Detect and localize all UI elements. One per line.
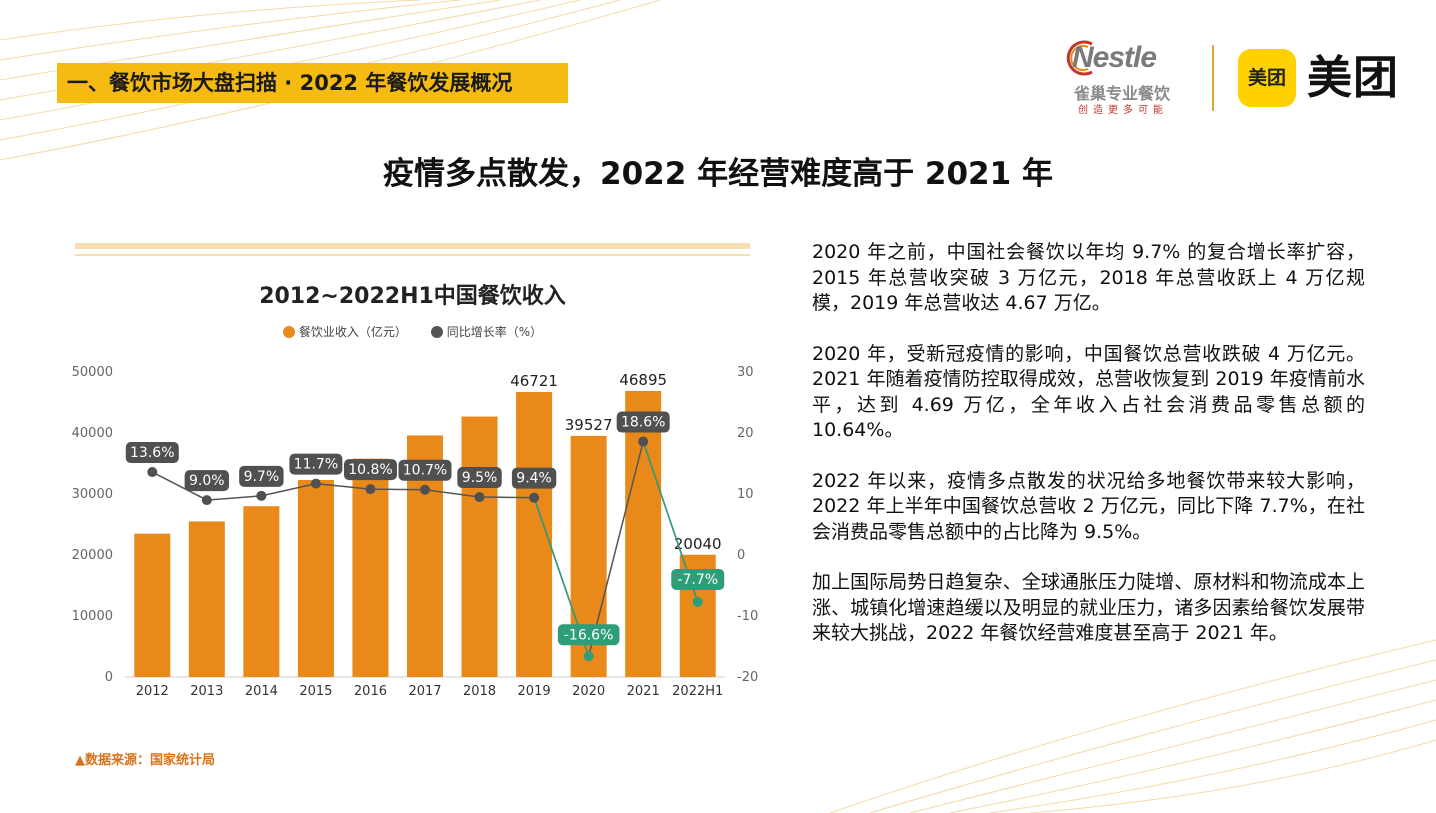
revenue-growth-chart: 0 10000 20000 30000 40000 50000 -20 -10 0 10 20 30 2… bbox=[72, 365, 759, 699]
growth-data-label: 10.8% bbox=[348, 462, 392, 478]
revenue-data-label: 39527 bbox=[565, 416, 613, 434]
x-tick-label: 2019 bbox=[518, 684, 551, 699]
commentary-column: 2020 年之前，中国社会餐饮以年均 9.7% 的复合增长率扩容，2015 年总… bbox=[812, 240, 1365, 672]
growth-point bbox=[310, 478, 321, 489]
chart-title: 2012~2022H1中国餐饮收入 bbox=[259, 284, 566, 309]
y-right-tick-label: 10 bbox=[737, 487, 754, 502]
growth-data-label: -16.6% bbox=[564, 627, 614, 643]
revenue-bar bbox=[134, 533, 171, 677]
revenue-bar bbox=[243, 506, 280, 677]
growth-point bbox=[365, 484, 376, 495]
chart-top-band bbox=[75, 243, 750, 249]
y-left-tick-label: 50000 bbox=[72, 365, 113, 380]
revenue-bar bbox=[352, 458, 389, 677]
y-right-tick-label: 20 bbox=[737, 426, 754, 441]
growth-label-box bbox=[289, 453, 343, 475]
growth-point bbox=[420, 484, 430, 495]
growth-data-label: 18.6% bbox=[621, 415, 665, 431]
revenue-data-label: 20040 bbox=[674, 535, 722, 553]
paragraph-1: 2020 年之前，中国社会餐饮以年均 9.7% 的复合增长率扩容，2015 年总… bbox=[812, 241, 1365, 314]
data-source-note: ▲数据来源：国家统计局 bbox=[75, 753, 215, 768]
y-right-tick-label: 0 bbox=[737, 548, 745, 563]
y-left-tick-label: 0 bbox=[105, 670, 113, 685]
paragraph-2: 2020 年，受新冠疫情的影响，中国餐饮总营收跌破 4 万亿元。2021 年随着… bbox=[812, 342, 1365, 442]
nestle-slogan: 创造更多可能 bbox=[1078, 105, 1168, 116]
growth-data-label: 9.7% bbox=[244, 469, 280, 485]
growth-point bbox=[256, 490, 267, 501]
logo-divider bbox=[1212, 45, 1214, 111]
nestle-arc-icon bbox=[1066, 40, 1093, 76]
x-tick-label: 2020 bbox=[572, 684, 605, 699]
y-left-tick-label: 30000 bbox=[72, 487, 113, 502]
growth-data-label: 9.0% bbox=[189, 473, 225, 489]
growth-label-box bbox=[457, 467, 502, 489]
growth-label-box bbox=[239, 465, 284, 487]
legend-label-growth: 同比增长率（%） bbox=[446, 325, 543, 339]
growth-data-label: 9.4% bbox=[516, 471, 552, 487]
legend-swatch-growth bbox=[430, 326, 443, 338]
y-left-tick-label: 10000 bbox=[72, 609, 113, 624]
section-tag: 一、餐饮市场大盘扫描 · 2022 年餐饮发展概况 bbox=[57, 63, 568, 103]
x-tick-label: 2016 bbox=[354, 684, 387, 699]
x-tick-label: 2013 bbox=[190, 684, 223, 699]
legend-item-revenue: 餐饮业收入（亿元） bbox=[282, 323, 407, 340]
y-right-tick-label: 30 bbox=[737, 365, 754, 380]
x-tick-label: 2014 bbox=[245, 684, 278, 699]
growth-data-label: 9.5% bbox=[462, 470, 498, 486]
growth-point bbox=[583, 651, 594, 662]
growth-label-box bbox=[125, 442, 179, 464]
meituan-badge-logo: 美团 bbox=[1238, 49, 1296, 107]
y-left-tick-label: 40000 bbox=[72, 426, 113, 441]
revenue-bar bbox=[461, 416, 498, 677]
x-tick-label: 2017 bbox=[408, 684, 441, 699]
paragraph-3: 2022 年以来，疫情多点散发的状况给多地餐饮带来较大影响，2022 年上半年中… bbox=[812, 469, 1365, 543]
x-tick-label: 2018 bbox=[463, 684, 496, 699]
growth-label-box bbox=[557, 624, 620, 646]
growth-point bbox=[474, 492, 485, 503]
x-tick-label: 2021 bbox=[627, 684, 660, 699]
y-right-tick-label: -10 bbox=[737, 609, 758, 624]
revenue-bar bbox=[188, 521, 225, 677]
growth-label-box bbox=[671, 568, 725, 590]
page-title: 疫情多点散发，2022 年经营难度高于 2021 年 bbox=[383, 156, 1053, 192]
growth-point bbox=[638, 436, 649, 447]
growth-point bbox=[692, 596, 703, 607]
growth-data-label: 13.6% bbox=[130, 445, 174, 461]
growth-data-label: -7.7% bbox=[677, 572, 718, 588]
revenue-bar bbox=[625, 390, 662, 677]
growth-data-label: 11.7% bbox=[294, 457, 338, 473]
growth-label-box bbox=[616, 411, 670, 433]
growth-label-box bbox=[511, 467, 557, 489]
nestle-wordmark: Nestle bbox=[1072, 41, 1157, 74]
growth-label-box bbox=[184, 470, 230, 492]
nestle-subtitle: 雀巢专业餐饮 bbox=[1074, 84, 1171, 103]
growth-point bbox=[529, 492, 540, 503]
y-left-tick-label: 20000 bbox=[72, 548, 113, 563]
growth-point bbox=[201, 495, 212, 506]
growth-label-box bbox=[398, 459, 452, 481]
growth-label-box bbox=[343, 459, 397, 481]
growth-point bbox=[147, 467, 158, 478]
revenue-data-label: 46721 bbox=[510, 372, 558, 390]
legend-label-revenue: 餐饮业收入（亿元） bbox=[298, 325, 407, 339]
revenue-bar bbox=[297, 479, 334, 677]
chart-top-rule bbox=[75, 254, 750, 256]
nestle-logo: Nestle 雀巢专业餐饮 创造更多可能 bbox=[1060, 33, 1190, 123]
chart-legend: 餐饮业收入（亿元） 同比增长率（%） bbox=[75, 323, 750, 340]
x-tick-label: 2015 bbox=[299, 684, 332, 699]
legend-swatch-revenue bbox=[282, 326, 295, 338]
x-tick-label: 2022H1 bbox=[672, 684, 723, 699]
y-right-tick-label: -20 bbox=[737, 670, 758, 685]
legend-item-growth: 同比增长率（%） bbox=[430, 323, 543, 340]
revenue-data-label: 46895 bbox=[619, 371, 667, 389]
growth-data-label: 10.7% bbox=[403, 463, 447, 479]
meituan-wordmark: 美团 bbox=[1307, 51, 1400, 104]
x-tick-label: 2012 bbox=[136, 684, 169, 699]
paragraph-4: 加上国际局势日趋复杂、全球通胀压力陡增、原材料和物流成本上涨、城镇化增速趋缓以及… bbox=[812, 571, 1365, 644]
